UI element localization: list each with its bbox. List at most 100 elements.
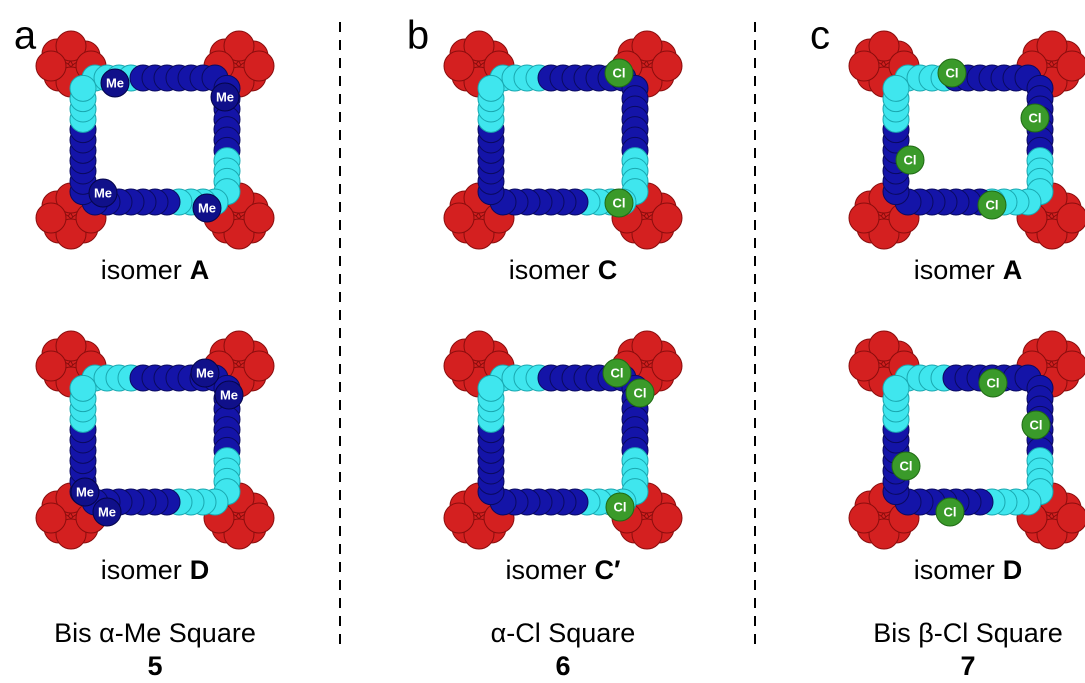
substituent-atom	[190, 358, 220, 388]
molecule: Cl Cl Cl	[443, 330, 683, 550]
atom-label: Cl	[986, 197, 999, 212]
corner-atom	[651, 202, 683, 234]
corner-atom	[868, 330, 900, 362]
corner-atom	[223, 30, 255, 62]
isomer-name: A	[1003, 255, 1023, 285]
corner-atom	[848, 202, 880, 234]
atom-label: Cl	[611, 365, 624, 380]
panel-letter: c	[810, 14, 830, 58]
atom-label: Me	[196, 365, 214, 380]
substituent-atom	[605, 492, 635, 522]
corner-atom	[443, 350, 475, 382]
atom-label: Cl	[904, 152, 917, 167]
compound-number: 5	[147, 651, 162, 681]
corner-atom	[443, 202, 475, 234]
corner-atom	[1036, 330, 1068, 362]
corner-atom	[463, 330, 495, 362]
isomer-name: C′	[595, 555, 621, 585]
atom-label: Cl	[1030, 417, 1043, 432]
atom-label: Me	[76, 484, 94, 499]
corner-atom	[1056, 202, 1085, 234]
atom-label: Me	[106, 75, 124, 90]
panel-letter: a	[14, 14, 37, 58]
corner-atom	[443, 502, 475, 534]
isomer-label: isomer C	[509, 255, 618, 285]
series-title: Bis β-Cl Square	[873, 618, 1063, 648]
atom-label: Me	[98, 504, 116, 519]
corner-atom	[243, 202, 275, 234]
corner-atom	[243, 50, 275, 82]
substituent-atom	[604, 58, 634, 88]
atom-label: Me	[198, 200, 216, 215]
substituent-atom	[602, 358, 632, 388]
edge-atom	[882, 374, 910, 402]
substituent-atom	[978, 368, 1008, 398]
atom-label: Cl	[634, 385, 647, 400]
series-title: α-Cl Square	[491, 618, 636, 648]
isomer-prefix: isomer	[101, 555, 182, 585]
isomer-name: D	[190, 555, 210, 585]
corner-atom	[1056, 350, 1085, 382]
edge-atom	[69, 74, 97, 102]
substituent-atom	[1021, 410, 1051, 440]
isomer-prefix: isomer	[509, 255, 590, 285]
corner-atom	[848, 350, 880, 382]
edge-atom	[477, 374, 505, 402]
atom-label: Me	[216, 89, 234, 104]
corner-atom	[243, 502, 275, 534]
substituent-atom	[625, 378, 655, 408]
corner-atom	[55, 30, 87, 62]
molecule: Cl Cl Cl Cl	[848, 30, 1085, 250]
substituent-atom	[937, 58, 967, 88]
corner-atom	[243, 350, 275, 382]
substituent-atom	[70, 477, 100, 507]
substituent-atom	[935, 497, 965, 527]
isomer-prefix: isomer	[101, 255, 182, 285]
substituent-atom	[604, 188, 634, 218]
atom-label: Cl	[944, 504, 957, 519]
atom-label: Me	[220, 387, 238, 402]
isomer-name: C	[598, 255, 618, 285]
molecule: Me Me Me Me	[35, 30, 275, 250]
atom-label: Cl	[1029, 110, 1042, 125]
atom-label: Cl	[614, 499, 627, 514]
corner-atom	[848, 50, 880, 82]
isomer-label: isomer D	[914, 555, 1023, 585]
molecule: Cl Cl	[443, 30, 683, 250]
atom-label: Cl	[613, 195, 626, 210]
isomer-prefix: isomer	[506, 555, 587, 585]
corner-atom	[651, 502, 683, 534]
corner-atom	[1056, 502, 1085, 534]
isomer-prefix: isomer	[914, 555, 995, 585]
corner-atom	[1056, 50, 1085, 82]
corner-atom	[35, 50, 67, 82]
molecule: Cl Cl Cl Cl	[848, 330, 1085, 550]
substituent-atom	[192, 193, 222, 223]
compound-number: 7	[960, 651, 975, 681]
corner-atom	[651, 350, 683, 382]
substituent-atom	[891, 451, 921, 481]
isomer-label: isomer D	[101, 555, 210, 585]
atom-label: Cl	[900, 458, 913, 473]
substituent-atom	[88, 178, 118, 208]
substituent-atom	[214, 380, 244, 410]
substituent-atom	[92, 497, 122, 527]
atom-label: Cl	[987, 375, 1000, 390]
corner-atom	[651, 50, 683, 82]
edge-atom	[477, 74, 505, 102]
isomer-label: isomer A	[914, 255, 1023, 285]
atom-label: Cl	[946, 65, 959, 80]
isomer-name: A	[190, 255, 210, 285]
corner-atom	[463, 30, 495, 62]
corner-atom	[868, 30, 900, 62]
isomer-name: D	[1003, 555, 1023, 585]
isomer-label: isomer A	[101, 255, 210, 285]
atom-label: Me	[94, 185, 112, 200]
atom-label: Cl	[613, 65, 626, 80]
edge-atom	[882, 74, 910, 102]
corner-atom	[443, 50, 475, 82]
corner-atom	[35, 502, 67, 534]
substituent-atom	[210, 82, 240, 112]
corner-atom	[631, 330, 663, 362]
isomer-prefix: isomer	[914, 255, 995, 285]
